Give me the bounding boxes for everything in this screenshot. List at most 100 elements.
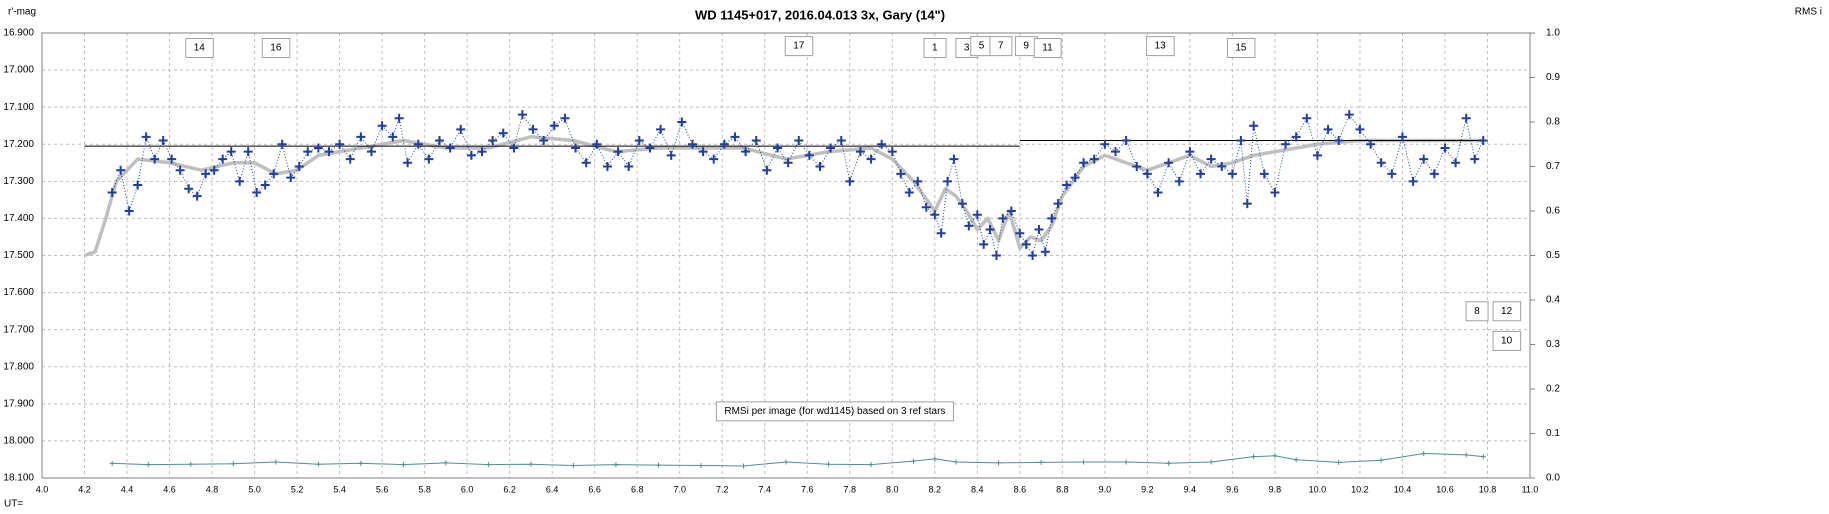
data-point xyxy=(145,462,151,468)
data-point xyxy=(1376,158,1386,168)
data-point xyxy=(1461,113,1471,123)
data-point xyxy=(1270,187,1280,197)
data-point xyxy=(826,143,836,153)
data-point xyxy=(1028,251,1038,260)
x-tick-label: 9.2 xyxy=(1141,484,1154,494)
plot-frame xyxy=(41,32,1531,479)
annotation: 17 xyxy=(784,36,814,57)
data-point xyxy=(877,139,887,149)
data-point xyxy=(260,180,270,190)
y-tick-label: 17.700 xyxy=(3,324,34,335)
data-point xyxy=(794,136,804,146)
x-axis-label: UT= xyxy=(4,499,23,510)
x-tick-label: 9.0 xyxy=(1099,484,1112,494)
data-point xyxy=(560,113,570,123)
y-tick-label: 17.300 xyxy=(3,176,34,187)
annotation: 8 xyxy=(1465,301,1489,322)
annotation-box xyxy=(784,36,814,57)
x-tick-label: 11.0 xyxy=(1522,484,1539,494)
data-point xyxy=(456,124,466,134)
data-point xyxy=(1334,136,1344,146)
data-point xyxy=(613,462,619,468)
x-tick-label: 10.2 xyxy=(1351,484,1369,494)
data-point xyxy=(424,154,434,164)
data-point xyxy=(366,147,376,157)
data-point xyxy=(1281,139,1291,149)
data-point xyxy=(868,462,874,468)
y-tick-label: 17.800 xyxy=(3,361,34,372)
data-point xyxy=(1463,452,1469,458)
annotation-box xyxy=(1226,37,1256,58)
data-point xyxy=(1100,139,1110,149)
data-point xyxy=(1272,453,1278,459)
data-point xyxy=(394,113,404,123)
data-point xyxy=(1021,239,1031,249)
annotation-text: 15 xyxy=(1235,42,1247,53)
x-tick-label: 5.8 xyxy=(418,484,431,494)
data-point xyxy=(1293,457,1299,463)
data-point xyxy=(998,213,1008,223)
data-point xyxy=(1312,150,1322,160)
data-point xyxy=(192,191,202,201)
annotation-text: 7 xyxy=(998,41,1004,52)
series-line xyxy=(112,453,1484,467)
annotation-text: 14 xyxy=(194,42,206,53)
data-point xyxy=(996,460,1002,466)
data-point xyxy=(1166,460,1172,466)
annotation-box xyxy=(185,37,214,58)
annotation-box xyxy=(989,36,1013,57)
data-point xyxy=(602,162,612,171)
annotation-box xyxy=(1492,330,1522,351)
data-point xyxy=(783,158,793,168)
y2-tick-label: 0.7 xyxy=(1546,161,1560,172)
data-point xyxy=(698,147,708,157)
y-tick-label: 17.100 xyxy=(3,102,34,113)
data-point xyxy=(1110,147,1120,157)
data-point xyxy=(107,187,117,197)
data-point xyxy=(1440,143,1450,153)
data-point xyxy=(677,117,687,127)
data-point xyxy=(175,165,185,175)
data-point xyxy=(943,176,953,186)
data-point xyxy=(1079,158,1089,168)
data-point xyxy=(687,139,697,149)
data-point xyxy=(1408,176,1418,186)
chart-title: WD 1145+017, 2016.04.013 3x, Gary (14") xyxy=(695,7,945,22)
data-point xyxy=(957,199,967,209)
data-point xyxy=(294,162,304,171)
y2-tick-label: 0.0 xyxy=(1546,473,1560,484)
annotation: 12 xyxy=(1492,301,1522,322)
data-point xyxy=(1397,132,1407,142)
data-point xyxy=(1366,139,1376,149)
data-point xyxy=(985,225,995,235)
data-point xyxy=(740,463,746,469)
x-tick-label: 8.4 xyxy=(971,484,984,494)
data-point xyxy=(1344,110,1354,120)
data-point xyxy=(150,154,160,164)
x-tick-label: 5.2 xyxy=(291,484,304,494)
x-tick-label: 8.6 xyxy=(1014,484,1027,494)
data-point xyxy=(1015,228,1025,238)
data-point xyxy=(930,210,940,220)
data-point xyxy=(613,147,623,157)
data-point xyxy=(528,461,534,467)
annotation: 7 xyxy=(989,36,1013,57)
annotation-box xyxy=(715,401,954,422)
annotation-text: 16 xyxy=(270,42,282,53)
data-point xyxy=(517,110,527,120)
x-tick-label: 5.6 xyxy=(376,484,389,494)
data-point xyxy=(741,147,751,157)
y-tick-label: 17.200 xyxy=(3,139,34,150)
data-point xyxy=(1053,199,1063,209)
data-point xyxy=(581,158,591,168)
data-point xyxy=(345,154,355,164)
data-point xyxy=(133,180,143,190)
x-tick-label: 8.8 xyxy=(1056,484,1069,494)
data-point xyxy=(1040,247,1050,257)
data-point xyxy=(356,132,366,142)
data-point xyxy=(762,165,772,175)
x-tick-label: 7.8 xyxy=(844,484,857,494)
annotation-text: 5 xyxy=(979,41,985,52)
data-point xyxy=(218,154,228,164)
data-point xyxy=(466,150,476,160)
